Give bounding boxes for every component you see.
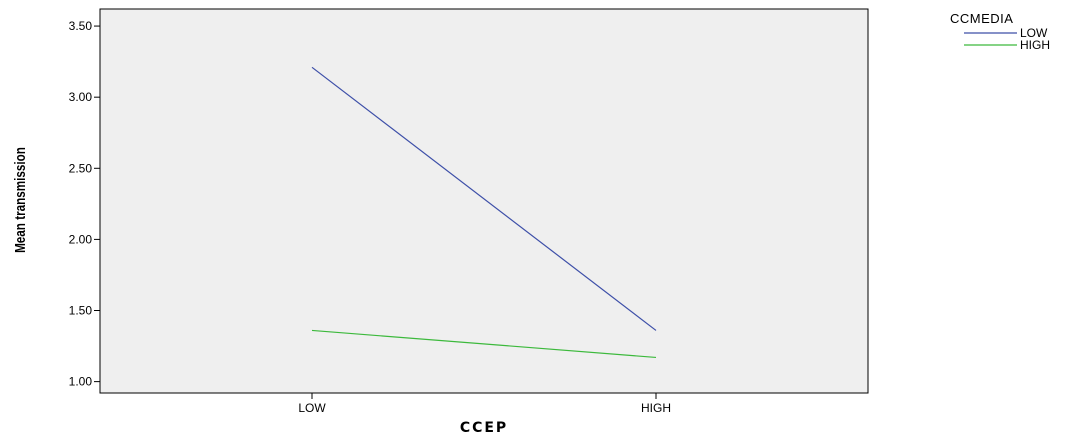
legend-label-high: HIGH [1020, 38, 1050, 52]
series-lines [311, 66, 657, 359]
x-axis: LOW HIGH [298, 393, 671, 415]
y-tick-label: 3.50 [69, 19, 93, 33]
y-tick-label: 3.00 [69, 90, 93, 104]
y-tick-label: 1.00 [69, 375, 93, 389]
x-axis-title: CCEP [460, 420, 508, 436]
series-line-low [311, 66, 657, 331]
x-tick-label: HIGH [641, 401, 671, 415]
x-tick-label: LOW [298, 401, 326, 415]
plot-area [99, 8, 869, 394]
y-axis: 1.00 1.50 2.00 2.50 3.00 3.50 [69, 19, 100, 389]
y-axis-title: Mean transmission [12, 147, 29, 253]
legend-title: CCMEDIA [950, 11, 1013, 26]
y-tick-label: 1.50 [69, 304, 93, 318]
legend-label-low: LOW [1020, 26, 1048, 40]
y-tick-label: 2.00 [69, 232, 93, 246]
series-line-high [311, 329, 657, 359]
y-tick-label: 2.50 [69, 161, 93, 175]
